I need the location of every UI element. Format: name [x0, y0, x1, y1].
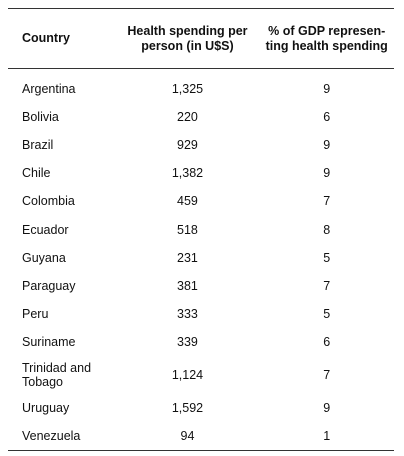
cell-gdp: 6 [323, 335, 331, 350]
cell-spending: 381 [177, 278, 198, 293]
cell-gdp: 5 [323, 307, 331, 322]
cell-spending: 518 [177, 222, 198, 237]
cell-gdp: 7 [323, 278, 331, 293]
cell-country: Brazil [22, 137, 54, 152]
cell-spending: 1,325 [171, 81, 204, 96]
cell-gdp: 7 [323, 194, 331, 209]
cell-gdp: 9 [323, 81, 331, 96]
cell-country: Argentina [22, 81, 76, 96]
table-body: Argentina 1,325 9 Bolivia 220 6 Brazil 9… [8, 69, 394, 452]
cell-gdp: 6 [323, 109, 331, 124]
cell-country: Ecuador [22, 222, 69, 237]
table-row: Ecuador 518 8 [8, 215, 394, 243]
cell-country: Suriname [22, 335, 76, 350]
cell-spending: 231 [177, 250, 198, 265]
table-row: Guyana 231 5 [8, 244, 394, 272]
cell-country: Trinidad and Tobago [22, 361, 92, 390]
table-row: Chile 1,382 9 [8, 159, 394, 187]
cell-gdp: 7 [323, 368, 331, 383]
cell-spending: 1,592 [171, 401, 204, 416]
cell-gdp: 1 [259, 422, 394, 452]
table-row: Argentina 1,325 9 [8, 75, 394, 103]
cell-country: Guyana [22, 250, 66, 265]
cell-spending: 94 [115, 422, 260, 452]
cell-spending: 333 [177, 307, 198, 322]
header-row: Country Health spending per person (in U… [8, 8, 394, 69]
header-spending-line1: Health spending per [127, 23, 248, 38]
cell-gdp: 9 [323, 401, 331, 416]
cell-country: Colombia [22, 194, 75, 209]
cell-country: Chile [22, 166, 51, 181]
cell-country: Uruguay [22, 401, 70, 416]
cell-gdp: 9 [323, 137, 331, 152]
cell-country: Paraguay [22, 278, 76, 293]
header-gdp-line2: ting health spending [265, 38, 388, 53]
table-row: Colombia 459 7 [8, 187, 394, 215]
cell-gdp: 5 [323, 250, 331, 265]
header-country: Country [8, 8, 116, 69]
header-gdp-line1: % of GDP represen- [268, 23, 386, 38]
cell-spending: 929 [177, 137, 198, 152]
cell-spending: 339 [177, 335, 198, 350]
cell-country: Venezuela [8, 422, 116, 452]
table-row: Paraguay 381 7 [8, 272, 394, 300]
cell-spending: 1,124 [171, 368, 204, 383]
header-spending-line2: person (in U$S) [141, 38, 234, 53]
header-country-label: Country [22, 31, 70, 45]
table-row: Bolivia 220 6 [8, 103, 394, 131]
table-row: Peru 333 5 [8, 300, 394, 328]
header-gdp: % of GDP represen- ting health spending [259, 8, 394, 69]
cell-spending: 1,382 [171, 166, 204, 181]
cell-country: Bolivia [22, 109, 59, 124]
cell-spending: 220 [177, 109, 198, 124]
header-spending: Health spending per person (in U$S) [115, 8, 260, 69]
table-row: Brazil 929 9 [8, 131, 394, 159]
table-row: Venezuela 94 1 [8, 422, 394, 452]
table-header: Country Health spending per person (in U… [8, 8, 394, 69]
table-row: Uruguay 1,592 9 [8, 394, 394, 422]
cell-gdp: 9 [323, 166, 331, 181]
table-row: Suriname 339 6 [8, 328, 394, 356]
table-row: Trinidad and Tobago 1,124 7 [8, 356, 394, 394]
cell-gdp: 8 [323, 222, 331, 237]
health-spending-table: Country Health spending per person (in U… [8, 8, 394, 452]
cell-spending: 459 [177, 194, 198, 209]
cell-country: Peru [22, 307, 49, 322]
